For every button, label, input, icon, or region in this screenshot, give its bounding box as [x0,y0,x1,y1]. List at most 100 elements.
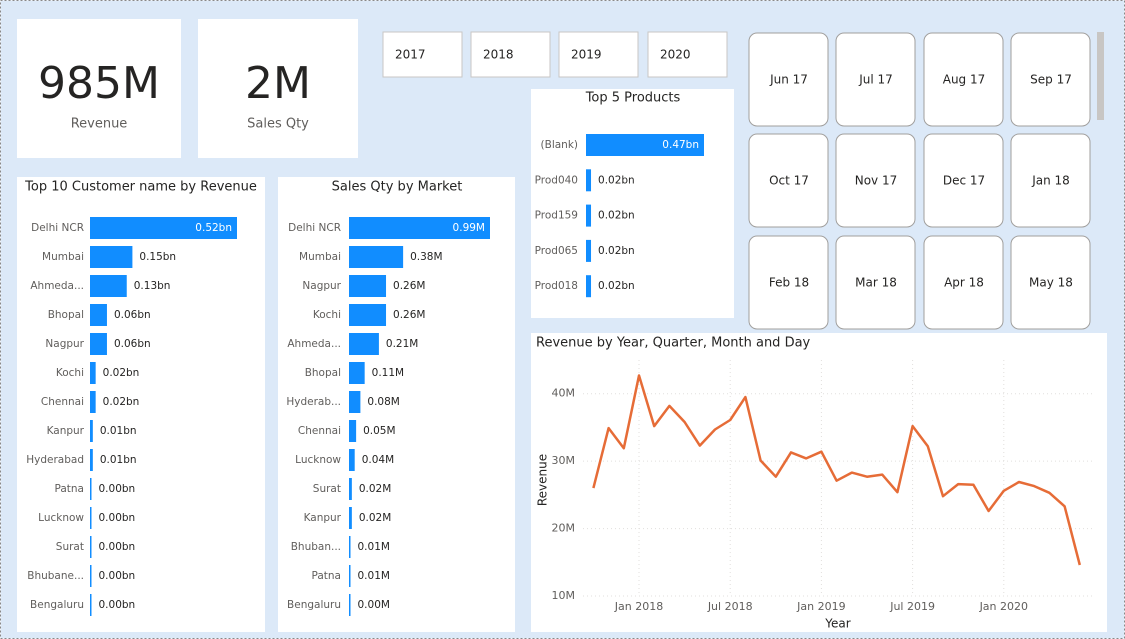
category-label: Hyderab... [286,396,341,408]
month-tile[interactable] [835,133,916,228]
x-tick-label: Jan 2019 [796,600,845,613]
month-tile[interactable] [1010,235,1091,330]
x-tick-label: Jul 2019 [889,600,935,613]
category-label: Kochi [56,367,84,379]
category-label: Surat [313,483,341,495]
category-label: Patna [311,570,341,582]
card-label: Sales Qty [247,117,309,132]
bar [90,275,127,297]
category-label: Kanpur [47,425,85,437]
category-label: Chennai [298,425,341,437]
data-label: 0.02bn [598,280,635,292]
data-label: 0.06bn [114,309,151,321]
data-label: 0.26M [393,309,425,321]
chart-title: Top 10 Customer name by Revenue [24,180,257,195]
data-label: 0.47bn [662,139,699,151]
data-label: 0.05M [363,425,395,437]
category-label: Bhopal [48,309,84,321]
y-tick-label: 10M [552,589,576,602]
year-button[interactable] [647,31,728,78]
bar [349,217,490,239]
month-tile[interactable] [835,235,916,330]
bar [586,275,592,298]
data-label: 0.08M [367,396,399,408]
bar [90,391,96,413]
card-label: Revenue [71,117,128,132]
bar [349,275,387,297]
month-tile[interactable] [748,133,829,228]
data-label: 0.00bn [99,541,136,553]
data-label: 0.01bn [100,425,137,437]
category-label: Lucknow [38,512,84,524]
bar [349,594,351,616]
category-label: Ahmeda... [30,280,84,292]
year-label: 2017 [395,48,426,62]
year-button[interactable] [558,31,639,78]
line-series [592,374,1082,566]
month-tile[interactable] [748,235,829,330]
month-label: Sep 17 [1030,73,1072,87]
bar [349,304,387,326]
month-label: Nov 17 [855,174,898,188]
bar [90,536,92,558]
month-tile[interactable] [923,32,1004,127]
card-value: 985M [38,58,160,109]
data-label: 0.11M [372,367,404,379]
month-label: Aug 17 [943,73,986,87]
x-axis-label: Year [824,617,850,631]
category-label: Ahmeda... [287,338,341,350]
data-label: 0.02M [359,512,391,524]
data-label: 0.02bn [598,174,635,186]
panel [531,89,734,318]
bar [349,478,352,500]
panel [531,333,1107,632]
category-label: Delhi NCR [288,222,341,234]
chart-title: Sales Qty by Market [332,180,463,195]
month-tile[interactable] [1010,32,1091,127]
category-label: Mumbai [299,251,341,263]
data-label: 0.00bn [99,599,136,611]
data-label: 0.01M [358,570,390,582]
month-tile[interactable] [835,32,916,127]
category-label: Hyderabad [26,454,84,466]
month-tile[interactable] [923,235,1004,330]
data-label: 0.02M [359,483,391,495]
y-tick-label: 20M [552,522,576,535]
category-label: Kochi [313,309,341,321]
month-label: Jun 17 [769,73,808,87]
scrollbar[interactable] [1097,32,1104,120]
category-label: (Blank) [541,139,578,151]
card [17,19,181,158]
category-label: Surat [56,541,84,553]
data-label: 0.21M [386,338,418,350]
bar [349,536,351,558]
data-label: 0.00bn [99,512,136,524]
month-label: Jul 17 [858,73,893,87]
month-label: Oct 17 [769,174,809,188]
y-axis-label: Revenue [536,454,550,506]
bar [90,333,107,355]
year-button[interactable] [470,31,551,78]
category-label: Prod159 [535,210,578,222]
card-value: 2M [245,58,311,109]
bar [90,565,92,587]
data-label: 0.01bn [100,454,137,466]
bar [90,304,107,326]
bar [349,391,361,413]
bar [349,449,355,471]
month-label: Apr 18 [944,276,984,290]
year-button[interactable] [382,31,463,78]
month-tile[interactable] [748,32,829,127]
data-label: 0.13bn [134,280,171,292]
chart-title: Top 5 Products [585,91,681,106]
month-tile[interactable] [1010,133,1091,228]
year-label: 2019 [571,48,602,62]
month-label: Jan 18 [1031,174,1070,188]
data-label: 0.02bn [103,367,140,379]
month-tile[interactable] [923,133,1004,228]
y-tick-label: 30M [552,454,576,467]
bar [586,204,592,227]
category-label: Kanpur [304,512,342,524]
bar [586,239,592,262]
